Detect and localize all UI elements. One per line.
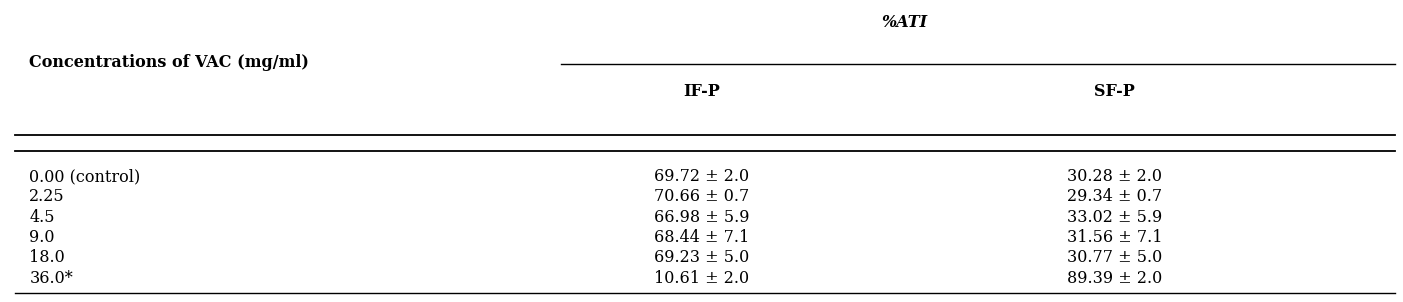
Text: 70.66 ± 0.7: 70.66 ± 0.7	[654, 188, 749, 205]
Text: 89.39 ± 2.0: 89.39 ± 2.0	[1066, 270, 1162, 287]
Text: 2.25: 2.25	[29, 188, 65, 205]
Text: 31.56 ± 7.1: 31.56 ± 7.1	[1066, 229, 1162, 246]
Text: IF-P: IF-P	[683, 83, 720, 100]
Text: %ATI: %ATI	[881, 14, 927, 31]
Text: 10.61 ± 2.0: 10.61 ± 2.0	[654, 270, 749, 287]
Text: 30.77 ± 5.0: 30.77 ± 5.0	[1066, 249, 1162, 266]
Text: 4.5: 4.5	[29, 209, 55, 226]
Text: SF-P: SF-P	[1094, 83, 1135, 100]
Text: 18.0: 18.0	[29, 249, 65, 266]
Text: 69.72 ± 2.0: 69.72 ± 2.0	[654, 168, 749, 185]
Text: 66.98 ± 5.9: 66.98 ± 5.9	[654, 209, 749, 226]
Text: 68.44 ± 7.1: 68.44 ± 7.1	[654, 229, 749, 246]
Text: 30.28 ± 2.0: 30.28 ± 2.0	[1068, 168, 1162, 185]
Text: 9.0: 9.0	[29, 229, 55, 246]
Text: 29.34 ± 0.7: 29.34 ± 0.7	[1068, 188, 1162, 205]
Text: 36.0*: 36.0*	[29, 270, 73, 287]
Text: 69.23 ± 5.0: 69.23 ± 5.0	[654, 249, 749, 266]
Text: 0.00 (control): 0.00 (control)	[29, 168, 140, 185]
Text: Concentrations of VAC (mg/ml): Concentrations of VAC (mg/ml)	[29, 54, 309, 71]
Text: 33.02 ± 5.9: 33.02 ± 5.9	[1066, 209, 1162, 226]
